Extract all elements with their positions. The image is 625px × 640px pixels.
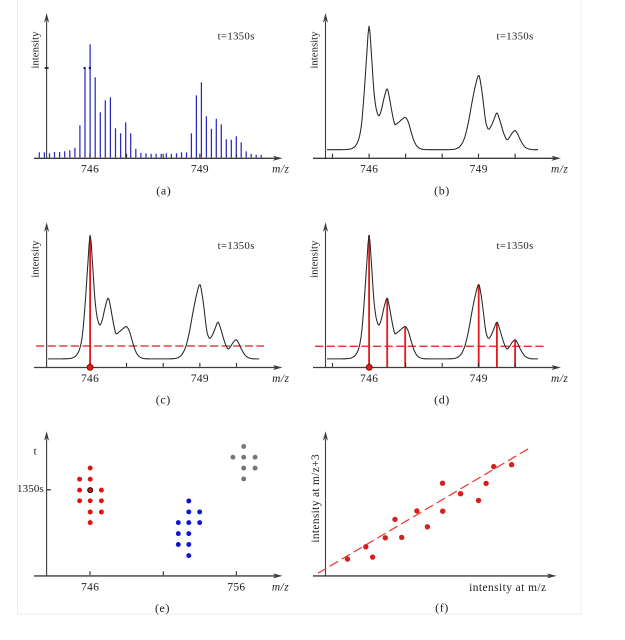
svg-text:749: 749 <box>470 164 488 176</box>
svg-text:t=1350s: t=1350s <box>218 32 255 43</box>
svg-text:m/z: m/z <box>551 164 568 176</box>
svg-text:intensity at m/z+3: intensity at m/z+3 <box>310 454 322 543</box>
svg-text:749: 749 <box>191 164 209 176</box>
svg-text:intensity at m/z: intensity at m/z <box>469 582 546 594</box>
svg-text:intensity: intensity <box>29 240 41 278</box>
svg-text:746: 746 <box>81 164 99 176</box>
svg-text:(f): (f) <box>435 601 449 615</box>
svg-text:(d): (d) <box>434 393 450 407</box>
svg-text:t=1350s: t=1350s <box>497 32 534 43</box>
svg-text:1350s: 1350s <box>17 483 44 495</box>
svg-text:746: 746 <box>360 164 378 176</box>
svg-text:intensity: intensity <box>308 240 320 278</box>
svg-text:m/z: m/z <box>272 582 289 594</box>
svg-text:(c): (c) <box>156 393 171 407</box>
svg-text:746: 746 <box>81 582 99 594</box>
svg-text:intensity: intensity <box>29 31 41 69</box>
svg-text:756: 756 <box>227 582 245 594</box>
svg-text:t=1350s: t=1350s <box>218 241 255 252</box>
svg-text:(a): (a) <box>156 183 171 197</box>
svg-text:m/z: m/z <box>551 373 568 385</box>
svg-text:749: 749 <box>470 373 488 385</box>
svg-text:t=1350s: t=1350s <box>497 241 534 252</box>
svg-text:(b): (b) <box>434 183 450 197</box>
svg-text:t: t <box>34 446 37 458</box>
svg-text:746: 746 <box>81 373 99 385</box>
svg-text:m/z: m/z <box>272 164 289 176</box>
svg-text:746: 746 <box>360 373 378 385</box>
svg-text:intensity: intensity <box>308 31 320 69</box>
svg-text:749: 749 <box>191 373 209 385</box>
svg-text:(e): (e) <box>155 601 170 615</box>
svg-text:m/z: m/z <box>272 373 289 385</box>
